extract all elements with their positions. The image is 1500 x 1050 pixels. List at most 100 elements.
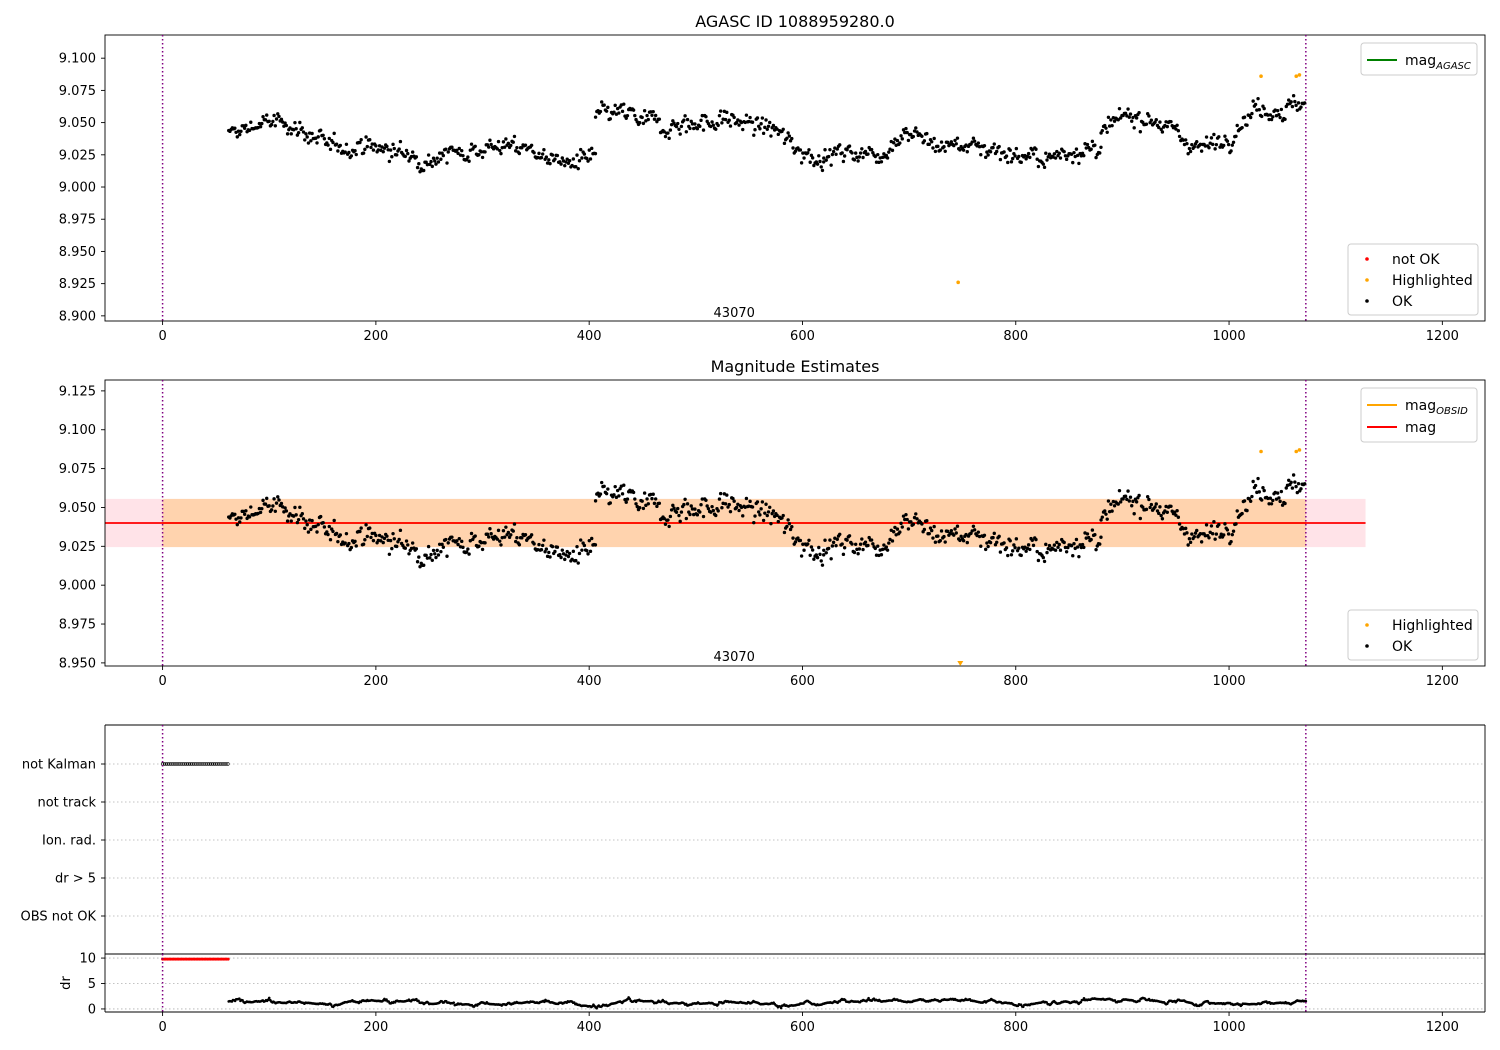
- ok-data-point: [695, 127, 700, 131]
- ok-data-point: [829, 163, 833, 167]
- ok-data-point: [509, 143, 513, 148]
- ok-data-point: [752, 520, 756, 525]
- ok-data-point: [979, 544, 983, 548]
- ok-data-point: [479, 541, 484, 545]
- ok-data-point: [403, 154, 408, 159]
- ok-data-point: [863, 149, 868, 154]
- ok-data-point: [986, 153, 990, 157]
- ok-data-point: [469, 531, 474, 536]
- ok-data-point: [1144, 122, 1149, 126]
- dr-point: [1079, 1000, 1083, 1004]
- ok-data-point: [304, 519, 308, 523]
- ok-data-point: [943, 149, 947, 153]
- ok-data-point: [909, 132, 913, 137]
- ok-data-point: [429, 552, 433, 557]
- ok-data-point: [887, 150, 891, 154]
- ok-data-point: [436, 553, 441, 557]
- ok-data-point: [953, 138, 957, 143]
- ok-data-point: [874, 160, 879, 164]
- ok-data-point: [502, 145, 507, 149]
- ok-data-point: [1207, 536, 1211, 540]
- x-tick-label: 800: [1003, 1020, 1028, 1035]
- ok-data-point: [720, 121, 724, 125]
- ok-data-point: [1145, 494, 1150, 499]
- ok-data-point: [723, 117, 728, 122]
- ok-data-point: [553, 157, 557, 161]
- ok-data-point: [316, 135, 320, 139]
- ok-data-point: [1009, 553, 1014, 557]
- ok-data-point: [688, 126, 692, 131]
- ok-data-point: [992, 531, 996, 536]
- ok-data-point: [914, 126, 918, 130]
- x-tick-label: 200: [363, 674, 388, 689]
- axes-frame: [104, 34, 1486, 322]
- legend-label: mag: [1405, 420, 1436, 436]
- ok-data-point: [593, 543, 598, 547]
- ok-data-point: [933, 540, 938, 544]
- ok-data-point: [1144, 507, 1149, 512]
- ok-data-point: [827, 154, 831, 159]
- ok-data-point: [900, 137, 904, 141]
- ok-data-point: [1087, 145, 1091, 150]
- ok-data-point: [695, 513, 700, 517]
- ok-data-point: [506, 141, 511, 146]
- ok-data-point: [544, 547, 549, 551]
- ok-data-point: [775, 127, 779, 131]
- ok-data-point: [1229, 539, 1233, 544]
- ok-data-point: [824, 551, 828, 555]
- ok-data-point: [995, 149, 999, 154]
- ok-data-point: [698, 510, 702, 514]
- ok-data-point: [1112, 119, 1117, 123]
- ok-data-point: [580, 156, 584, 160]
- ok-data-point: [450, 535, 454, 539]
- ok-data-point: [759, 507, 763, 511]
- ok-data-point: [1250, 111, 1254, 116]
- ok-data-point: [717, 113, 722, 118]
- ok-data-point: [905, 130, 909, 135]
- ok-data-point: [249, 120, 253, 124]
- x-tick-label: 0: [158, 329, 166, 344]
- dr-point: [543, 1000, 546, 1004]
- ok-data-point: [428, 556, 432, 560]
- ok-data-point: [404, 539, 409, 543]
- ok-data-point: [945, 140, 950, 145]
- ok-data-point: [1248, 115, 1253, 120]
- ok-data-point: [939, 529, 944, 533]
- ok-data-point: [450, 145, 454, 149]
- ok-data-point: [585, 548, 589, 553]
- ok-data-point: [404, 148, 409, 153]
- ok-data-point: [716, 123, 720, 128]
- ok-data-point: [693, 507, 697, 511]
- ok-data-point: [523, 532, 528, 537]
- ok-data-point: [437, 542, 442, 546]
- ok-data-point: [1117, 106, 1122, 111]
- ok-data-point: [1116, 502, 1120, 506]
- ok-data-point: [395, 544, 399, 549]
- ok-data-point: [1130, 504, 1134, 508]
- ok-data-point: [385, 534, 389, 538]
- ok-data-point: [547, 550, 551, 555]
- ok-data-point: [705, 504, 709, 508]
- ok-data-point: [1204, 523, 1209, 527]
- ok-data-point: [606, 105, 610, 110]
- ok-data-point: [359, 138, 363, 142]
- ok-data-point: [263, 502, 268, 506]
- dr-point: [417, 999, 420, 1003]
- ok-data-point: [457, 146, 461, 151]
- ok-data-point: [965, 150, 969, 154]
- ok-data-point: [997, 534, 1001, 539]
- y-tick-label: 9.100: [59, 423, 96, 438]
- ok-data-point: [983, 155, 988, 160]
- ok-data-point: [1225, 528, 1230, 532]
- y-tick-label: 9.125: [59, 384, 96, 399]
- ok-data-point: [1214, 532, 1219, 536]
- ok-data-point: [1261, 486, 1265, 490]
- ok-data-point: [753, 128, 757, 132]
- ok-data-point: [566, 161, 571, 165]
- dr-point: [628, 997, 631, 1001]
- ok-data-point: [540, 152, 545, 156]
- ok-data-point: [600, 100, 604, 104]
- ok-data-point: [965, 540, 969, 545]
- ok-data-point: [1110, 123, 1114, 128]
- ok-data-point: [755, 116, 760, 120]
